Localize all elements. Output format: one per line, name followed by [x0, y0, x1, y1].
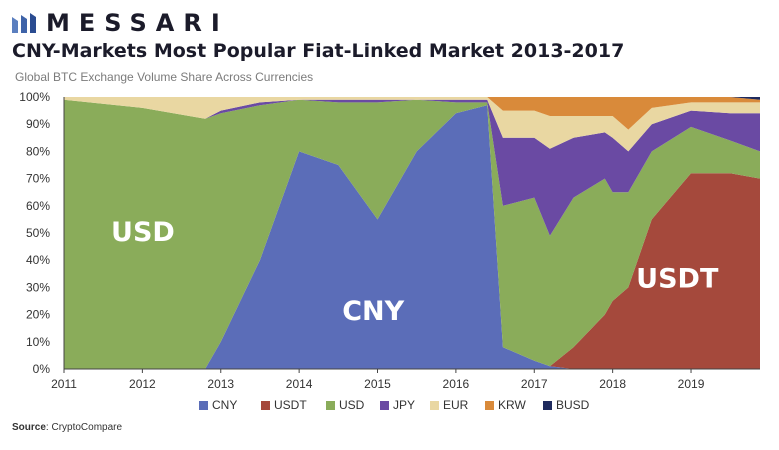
stacked-area-chart: 0% 10% 20% 30% 40% 50% 60% 70% 80% 90% 100% 2011 201…	[19, 90, 760, 412]
legend-label: USDT	[274, 398, 307, 412]
x-tick-label: 2011	[51, 377, 77, 391]
area-series-usd	[64, 99, 760, 369]
y-tick-label: 20%	[26, 308, 50, 322]
y-tick-label: 0%	[33, 362, 51, 376]
legend-label: KRW	[498, 398, 526, 412]
x-tick-label: 2017	[521, 377, 548, 391]
y-tick-label: 50%	[26, 226, 50, 240]
chart-title: CNY-Markets Most Popular Fiat-Linked Mar…	[12, 40, 625, 62]
x-tick-label: 2013	[207, 377, 234, 391]
y-tick-label: 70%	[26, 172, 50, 186]
legend-label: CNY	[212, 398, 237, 412]
source-label: Source	[12, 422, 46, 433]
messari-logo-icon	[12, 13, 36, 33]
legend-swatch	[199, 401, 208, 410]
source-note: Source: CryptoCompare	[12, 422, 123, 433]
x-tick-label: 2016	[443, 377, 470, 391]
legend-swatch	[430, 401, 439, 410]
legend-swatch	[485, 401, 494, 410]
brand-name: MESSARI	[46, 9, 229, 37]
y-tick-label: 10%	[26, 335, 50, 349]
y-tick-label: 30%	[26, 280, 50, 294]
y-tick-label: 100%	[19, 90, 50, 104]
y-tick-label: 80%	[26, 144, 50, 158]
y-tick-label: 90%	[26, 117, 50, 131]
x-tick-label: 2014	[286, 377, 313, 391]
legend-label: EUR	[443, 398, 469, 412]
source-value: CryptoCompare	[51, 422, 123, 433]
annotation-label: USDT	[636, 263, 719, 294]
legend-swatch	[380, 401, 389, 410]
annotation-label: USD	[111, 217, 175, 248]
x-tick-label: 2019	[678, 377, 705, 391]
area-series-jpy	[64, 99, 760, 236]
brand-header: MESSARI	[12, 9, 229, 37]
legend-label: JPY	[393, 398, 415, 412]
area-series-eur	[64, 97, 760, 152]
chart-subtitle: Global BTC Exchange Volume Share Across …	[15, 70, 314, 84]
area-series-cny	[64, 105, 760, 369]
legend-label: USD	[339, 398, 365, 412]
area-series-krw	[64, 97, 760, 130]
legend-label: BUSD	[556, 398, 590, 412]
legend-swatch	[326, 401, 335, 410]
x-tick-label: 2015	[364, 377, 391, 391]
x-tick-label: 2018	[599, 377, 626, 391]
legend-swatch	[543, 401, 552, 410]
area-series-usdt	[64, 105, 760, 369]
annotation-label: CNY	[342, 296, 404, 327]
y-tick-label: 40%	[26, 253, 50, 267]
x-tick-label: 2012	[129, 377, 156, 391]
y-tick-label: 60%	[26, 199, 50, 213]
legend-swatch	[261, 401, 270, 410]
